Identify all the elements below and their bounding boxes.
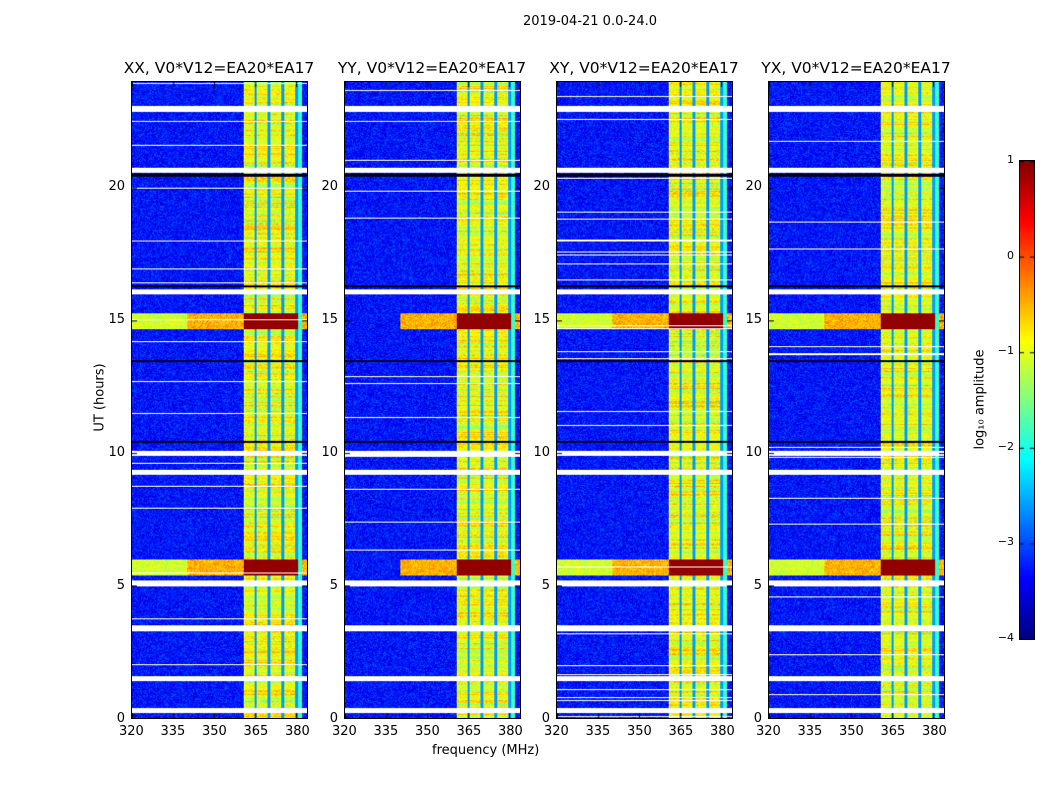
y-tick-label: 5 [541,578,550,594]
heatmap-panel-xx [131,81,308,719]
x-tick-label: 320 [332,724,357,739]
colorbar-label: log₁₀ amplitude [972,349,988,450]
x-tick-label: 380 [921,724,947,739]
heatmap-cells [132,82,307,718]
x-tick-label: 335 [797,724,823,739]
colorbar-tick-label: −4 [997,631,1014,644]
panel-title: YX, V0*V12=EA20*EA17 [761,59,951,77]
x-axis-label: frequency (MHz) [432,743,540,758]
x-tick-label: 335 [160,724,186,739]
y-tick-label: 0 [753,711,762,726]
y-tick-label: 5 [329,578,338,594]
y-tick-label: 0 [116,711,125,726]
y-tick-label: 15 [108,312,125,328]
colorbar-tick-label: 1 [1007,153,1014,166]
x-tick-label: 320 [756,724,781,739]
x-tick-label: 350 [414,724,440,739]
x-tick-label: 365 [456,724,482,739]
y-tick-label: 15 [321,312,338,328]
panel-title: XX, V0*V12=EA20*EA17 [123,59,315,77]
y-tick-label: 20 [745,179,762,195]
y-tick-label: 15 [745,312,762,328]
y-tick-label: 0 [541,711,550,726]
x-tick-label: 380 [284,724,310,739]
y-tick-label: 20 [321,179,338,195]
y-tick-label: 5 [753,578,762,594]
heatmap-panel-xy [556,81,733,719]
x-tick-label: 380 [709,724,735,739]
y-tick-label: 10 [108,445,125,461]
x-tick-label: 365 [243,724,269,739]
x-tick-label: 335 [585,724,611,739]
x-tick-label: 365 [668,724,694,739]
y-axis-label: UT (hours) [92,363,108,432]
x-tick-label: 320 [544,724,569,739]
colorbar-tick-label: 0 [1007,248,1014,262]
colorbar-tick-label: −1 [997,344,1014,358]
x-tick-label: 320 [119,724,144,739]
y-tick-label: 10 [745,445,762,461]
heatmap-panel-yy [344,81,521,719]
x-tick-label: 350 [201,724,227,739]
y-tick-label: 20 [533,179,550,195]
x-tick-label: 380 [497,724,523,739]
x-tick-label: 335 [373,724,399,739]
colorbar-tick-label: −2 [997,439,1014,453]
y-tick-label: 10 [321,445,338,461]
y-tick-label: 5 [116,578,125,594]
y-tick-label: 15 [533,312,550,328]
colorbar [1019,160,1035,640]
heatmap-cells [345,82,520,718]
y-tick-label: 0 [329,711,338,726]
figure-title: 2019-04-21 0.0-24.0 [523,14,657,29]
colorbar-tick-label: −3 [997,535,1014,549]
heatmap-cells [557,82,732,718]
x-tick-label: 365 [880,724,906,739]
y-tick-label: 10 [533,445,550,461]
panel-title: YY, V0*V12=EA20*EA17 [337,59,527,77]
x-tick-label: 350 [838,724,864,739]
panel-title: XY, V0*V12=EA20*EA17 [549,59,739,77]
heatmap-panel-yx [768,81,945,719]
heatmap-cells [769,82,944,718]
y-tick-label: 20 [108,179,125,195]
x-tick-label: 350 [626,724,652,739]
